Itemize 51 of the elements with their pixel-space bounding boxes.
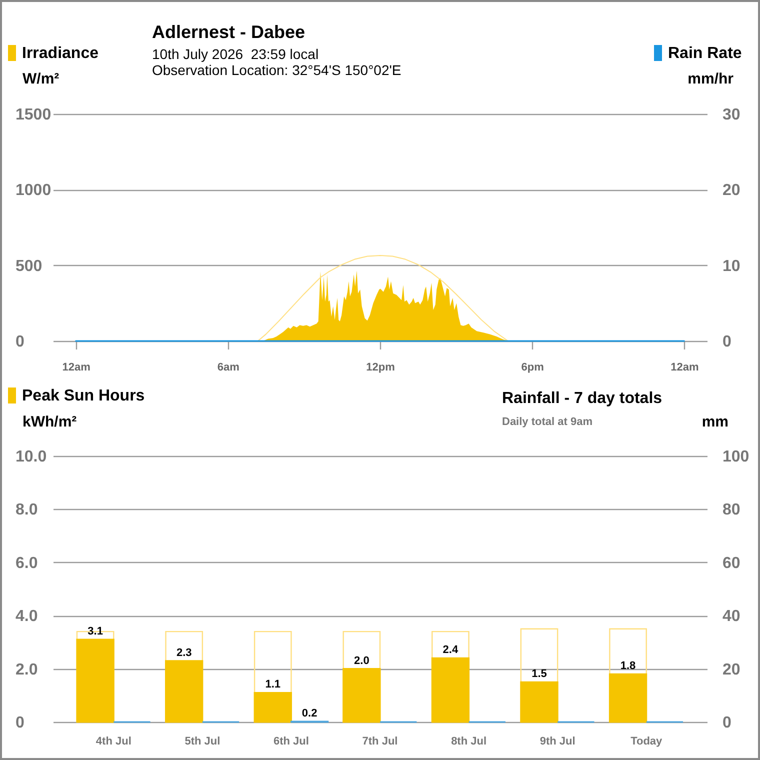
y-tick-label: 6.0: [16, 554, 38, 572]
y2-tick-label: 20: [722, 661, 740, 678]
x-tick-label: 5th Jul: [184, 736, 220, 748]
y2-tick-label: 0: [722, 714, 732, 732]
data-label: 3.1: [88, 626, 103, 638]
y-axis-title: kWh/m²: [22, 414, 77, 430]
y2-tick-label: 80: [722, 502, 740, 519]
x-tick-label: 6am: [217, 362, 240, 374]
y2-axis-title: mm: [702, 414, 728, 430]
y2-axis-title: mm/hr: [688, 70, 734, 88]
y2-tick-label: 0: [722, 334, 732, 350]
x-tick-label: 8th Jul: [451, 736, 487, 748]
legend-label: Rain Rate: [668, 45, 742, 62]
legend-label: Peak Sun Hours: [22, 388, 145, 404]
data-label: 2.0: [354, 654, 370, 667]
y2-tick-label: 30: [722, 106, 740, 124]
data-label: 2.4: [442, 644, 459, 656]
x-tick-label: 7th Jul: [362, 736, 398, 748]
data-label: 1.1: [265, 678, 281, 691]
x-tick-label: 12am: [62, 362, 91, 374]
y2-tick-label: 10: [722, 258, 740, 275]
x-tick-label: 12pm: [366, 362, 396, 374]
y-tick-label: 2.0: [16, 661, 38, 678]
data-label: 2.3: [176, 646, 192, 659]
data-label: 0.2: [302, 707, 318, 720]
y-tick-label: 1500: [16, 106, 52, 124]
y-tick-label: 10.0: [16, 448, 47, 466]
text: Rainfall - 7 day totals: [502, 390, 662, 407]
x-tick-label: Today: [630, 736, 664, 748]
y-tick-label: 0: [16, 334, 24, 350]
y2-tick-label: 100: [722, 448, 750, 466]
y-tick-label: 0: [16, 714, 24, 732]
y-axis-title: W/m²: [22, 70, 60, 88]
data-label: 1.8: [620, 660, 636, 672]
x-tick-label: 6pm: [521, 362, 544, 374]
y-tick-label: 8.0: [16, 502, 38, 519]
y-tick-label: 4.0: [16, 608, 38, 626]
chart-subtitle: 10th July 2026 23:59 local Observation Location: 32°54'S 150°02'E: [152, 46, 402, 78]
y-tick-label: 500: [16, 258, 42, 275]
x-tick-label: 4th Jul: [96, 736, 132, 748]
y2-tick-label: 60: [722, 554, 740, 572]
legend-label: Irradiance: [22, 45, 99, 62]
y2-tick-label: 40: [722, 608, 740, 626]
x-tick-label: 6th Jul: [273, 736, 309, 748]
data-label: 1.5: [532, 668, 547, 680]
y-tick-label: 1000: [16, 182, 52, 200]
y2-tick-label: 20: [722, 182, 740, 200]
x-tick-label: 12am: [670, 362, 699, 374]
x-tick-label: 9th Jul: [540, 736, 576, 748]
text: Daily total at 9am: [502, 416, 593, 428]
chart-title: Adlernest - Dabee: [152, 22, 306, 42]
